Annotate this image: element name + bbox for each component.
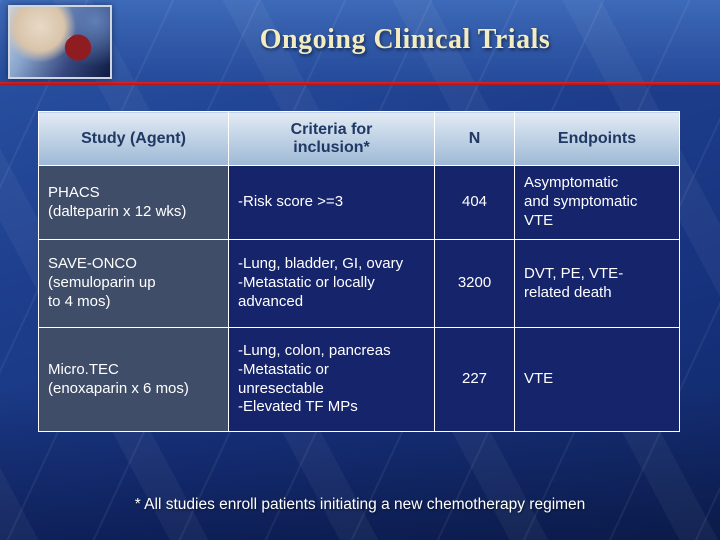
study-cell: SAVE-ONCO (semuloparin up to 4 mos)	[38, 239, 229, 328]
col-header-criteria: Criteria for inclusion*	[228, 111, 435, 166]
slide-footnote: * All studies enroll patients initiating…	[134, 496, 586, 513]
criteria-cell: -Lung, colon, pancreas -Metastatic or un…	[228, 327, 435, 432]
endpoints-cell: Asymptomatic and symptomatic VTE	[514, 165, 680, 240]
n-cell: 3200	[434, 239, 515, 328]
col-header-endpoints: Endpoints	[514, 111, 680, 166]
study-cell: Micro.TEC (enoxaparin x 6 mos)	[38, 327, 229, 432]
criteria-cell: -Lung, bladder, GI, ovary -Metastatic or…	[228, 239, 435, 328]
col-header-n: N	[434, 111, 515, 166]
header-band	[0, 0, 720, 82]
trials-table-container: Study (Agent) Criteria for inclusion* N …	[38, 111, 680, 432]
study-cell: PHACS (dalteparin x 12 wks)	[38, 165, 229, 240]
table-header-row: Study (Agent) Criteria for inclusion* N …	[38, 111, 680, 166]
n-cell: 404	[434, 165, 515, 240]
medical-collage-art	[10, 7, 110, 77]
n-cell: 227	[434, 327, 515, 432]
table-row: SAVE-ONCO (semuloparin up to 4 mos) -Lun…	[38, 239, 680, 328]
slide-logo-image	[8, 5, 112, 79]
slide-title: Ongoing Clinical Trials	[259, 24, 551, 55]
trials-table: Study (Agent) Criteria for inclusion* N …	[38, 111, 680, 432]
header-divider-line	[0, 82, 720, 85]
col-header-study: Study (Agent)	[38, 111, 229, 166]
endpoints-cell: VTE	[514, 327, 680, 432]
table-row: Micro.TEC (enoxaparin x 6 mos) -Lung, co…	[38, 327, 680, 432]
endpoints-cell: DVT, PE, VTE- related death	[514, 239, 680, 328]
table-row: PHACS (dalteparin x 12 wks) -Risk score …	[38, 165, 680, 240]
criteria-cell: -Risk score >=3	[228, 165, 435, 240]
